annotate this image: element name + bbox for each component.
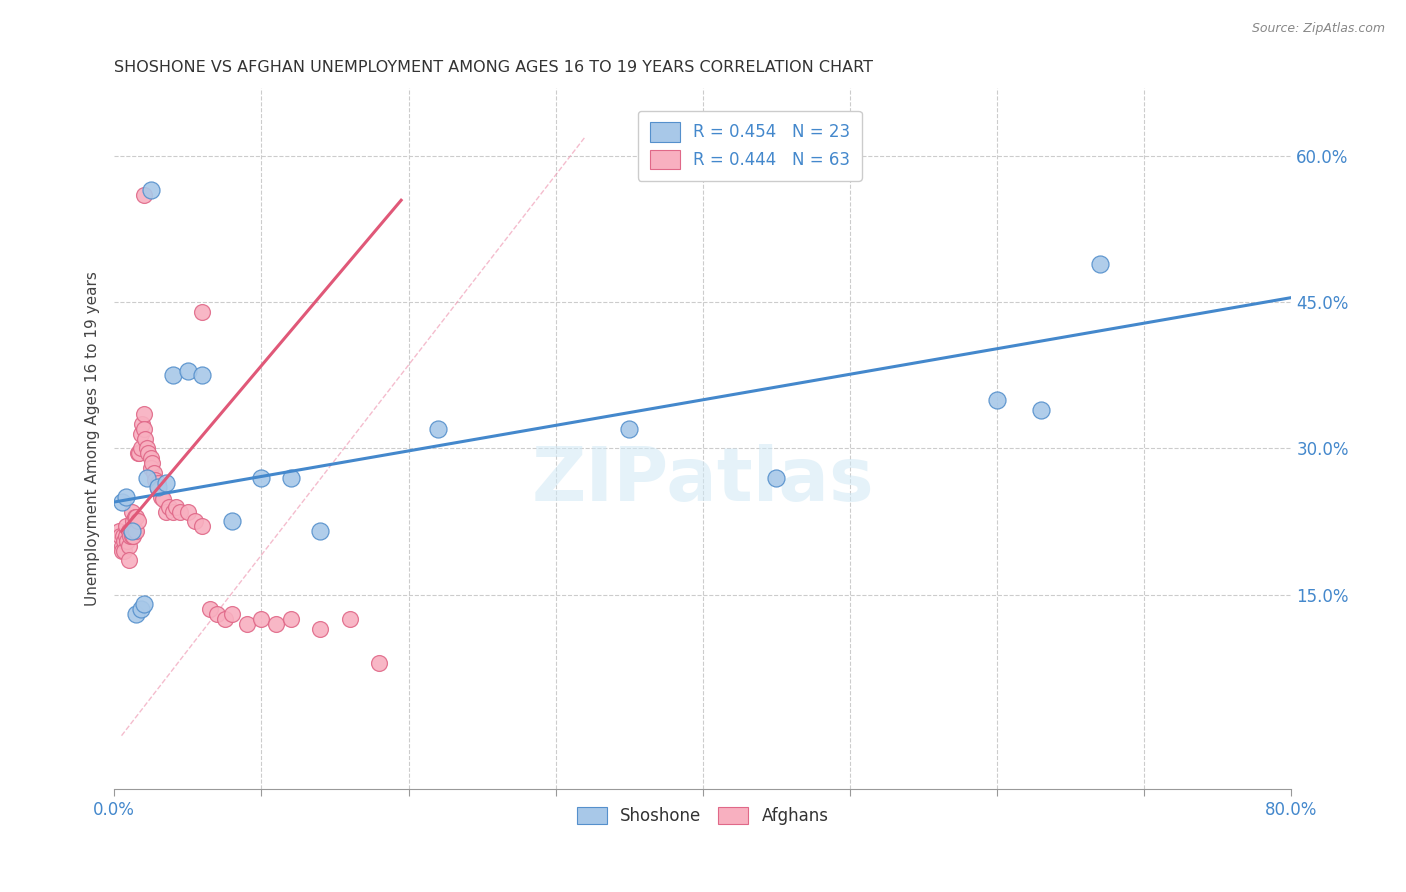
Point [125,607,148,621]
Point [118,553,141,567]
Point [139,451,162,466]
Point [280,471,302,485]
Point [114,543,136,558]
Point [132,408,155,422]
Point [110,495,132,509]
Point [111,529,134,543]
Point [214,612,236,626]
Point [132,597,155,611]
Point [117,533,139,548]
Point [155,505,177,519]
Point [1088,256,1111,270]
Point [122,529,145,543]
Point [118,524,141,539]
Point [127,446,149,460]
Y-axis label: Unemployment Among Ages 16 to 19 years: Unemployment Among Ages 16 to 19 years [86,271,100,607]
Point [115,529,138,543]
Point [129,442,152,456]
Point [162,505,184,519]
Point [108,529,131,543]
Point [368,656,391,670]
Point [114,533,136,548]
Point [162,368,184,383]
Point [148,475,170,490]
Point [264,616,287,631]
Point [619,422,641,436]
Point [141,456,163,470]
Point [129,426,152,441]
Point [426,422,449,436]
Point [280,612,302,626]
Point [198,602,221,616]
Point [115,519,138,533]
Point [250,612,273,626]
Legend: Shoshone, Afghans: Shoshone, Afghans [568,798,837,833]
Point [309,622,332,636]
Point [121,529,143,543]
Point [121,524,143,539]
Point [184,515,207,529]
Point [765,471,787,485]
Point [131,417,153,431]
Point [125,524,148,539]
Point [110,543,132,558]
Point [132,422,155,436]
Point [134,432,156,446]
Point [124,509,146,524]
Point [191,519,214,533]
Point [177,505,200,519]
Point [221,607,243,621]
Point [120,529,142,543]
Point [169,505,191,519]
Point [155,475,177,490]
Point [128,446,150,460]
Point [309,524,332,539]
Point [136,446,159,460]
Point [986,392,1008,407]
Text: ZIPatlas: ZIPatlas [531,444,875,517]
Text: Source: ZipAtlas.com: Source: ZipAtlas.com [1251,22,1385,36]
Point [221,515,243,529]
Point [118,539,141,553]
Point [139,461,162,475]
Point [250,471,273,485]
Point [129,602,152,616]
Point [122,515,145,529]
Point [115,490,138,504]
Point [145,473,167,487]
Point [177,363,200,377]
Point [124,524,146,539]
Point [139,184,162,198]
Point [152,492,174,507]
Point [165,500,187,514]
Point [157,500,180,514]
Point [121,505,143,519]
Point [191,305,214,319]
Point [142,466,165,480]
Point [135,442,157,456]
Point [235,616,257,631]
Point [191,368,214,383]
Point [127,515,149,529]
Point [205,607,228,621]
Text: SHOSHONE VS AFGHAN UNEMPLOYMENT AMONG AGES 16 TO 19 YEARS CORRELATION CHART: SHOSHONE VS AFGHAN UNEMPLOYMENT AMONG AG… [114,60,873,75]
Point [132,188,155,202]
Point [135,471,157,485]
Point [150,490,173,504]
Point [148,483,170,497]
Point [110,539,132,553]
Point [125,509,148,524]
Point [1031,402,1053,417]
Point [148,480,170,494]
Point [339,612,361,626]
Point [107,524,129,539]
